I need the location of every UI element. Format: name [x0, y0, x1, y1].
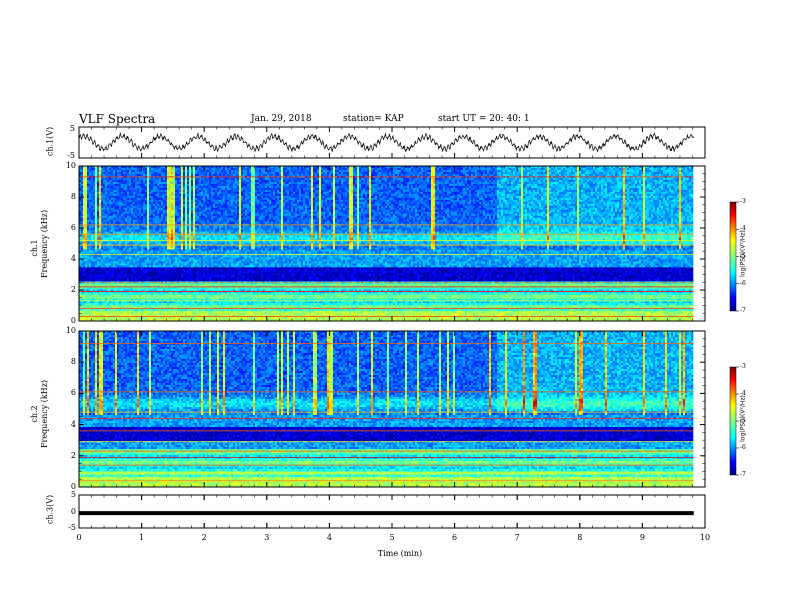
- ch1-spectrogram-image: [79, 166, 694, 322]
- ch2-spectrogram-ylabel-line1: ch.2: [30, 405, 39, 422]
- x-tick-label: 5: [377, 533, 407, 542]
- x-tick-label: 0: [64, 533, 94, 542]
- x-tick-label: 6: [440, 533, 470, 542]
- ch2-spectrogram-ytick-label: 10: [46, 326, 76, 335]
- ch2-spectrogram-image: [79, 331, 694, 488]
- figure-title: VLF Spectra: [79, 112, 155, 126]
- ch2-spectrogram-ytick-label: 0: [46, 482, 76, 491]
- ch2-spectrogram-ylabel: ch.2 Frequency (kHz): [30, 364, 50, 464]
- ch1-spectrogram-colorbar: [729, 201, 737, 312]
- ch2-spectrogram-ytick-label: 8: [46, 357, 76, 366]
- ch1-spectrogram-ytick-label: 0: [46, 316, 76, 325]
- ch2-spectrogram-colorbar-tick-label: -6: [740, 444, 746, 451]
- ch1-spectrogram-ytick-label: 6: [46, 223, 76, 232]
- ch1-spectrogram-ytick-label: 10: [46, 161, 76, 170]
- ch1-spectrogram-colorbar-tick-label: -3: [740, 198, 746, 205]
- ch2-spectrogram-colorbar-tick-label: -4: [740, 390, 746, 397]
- ch2-spectrogram-colorbar: [729, 366, 737, 476]
- ch1-ytick-label: 5: [45, 124, 75, 133]
- ch1-spectrogram-colorbar-tick-label: -6: [740, 280, 746, 287]
- x-tick-label: 7: [502, 533, 532, 542]
- x-axis-label: Time (min): [360, 549, 440, 558]
- ch1-spectrogram-ylabel-line1: ch.1: [30, 239, 39, 256]
- ch3-ytick-label: 5: [46, 490, 76, 499]
- ch2-spectrogram-colorbar-tick-label: -7: [740, 471, 746, 478]
- x-tick-label: 4: [314, 533, 344, 542]
- x-tick-label: 9: [627, 533, 657, 542]
- ch1-spectrogram-ylabel-line2: Frequency (kHz): [40, 210, 49, 278]
- x-tick-label: 1: [127, 533, 157, 542]
- date-label: Jan. 29, 2018: [251, 114, 312, 124]
- ch1-spectrogram-colorbar-tick-label: -4: [740, 225, 746, 232]
- ch2-spectrogram-ytick-label: 6: [46, 388, 76, 397]
- ch1-spectrogram-ytick-label: 4: [46, 254, 76, 263]
- ch2-spectrogram-ytick-label: 4: [46, 420, 76, 429]
- ch1-waveform-line: [78, 132, 695, 153]
- ch3-ytick-label: -5: [46, 523, 76, 532]
- x-tick-label: 3: [252, 533, 282, 542]
- ch2-spectrogram-colorbar-tick-label: -3: [740, 363, 746, 370]
- ch1-spectrogram-colorbar-tick-label: -7: [740, 307, 746, 314]
- ch1-spectrogram-colorbar-tick-label: -5: [740, 253, 746, 260]
- x-tick-label: 2: [189, 533, 219, 542]
- ch1-ytick-label: -5: [45, 151, 75, 160]
- x-tick-label: 8: [565, 533, 595, 542]
- x-tick-label: 10: [690, 533, 720, 542]
- ch2-spectrogram-colorbar-tick-label: -5: [740, 417, 746, 424]
- ch2-spectrogram-ytick-label: 2: [46, 451, 76, 460]
- ch1-spectrogram-ytick-label: 2: [46, 285, 76, 294]
- ch3-ytick-label: 0: [46, 507, 76, 516]
- ch1-spectrogram-ytick-label: 8: [46, 192, 76, 201]
- station-label: station= KAP: [343, 114, 404, 124]
- start-time-label: start UT = 20: 40: 1: [438, 114, 530, 124]
